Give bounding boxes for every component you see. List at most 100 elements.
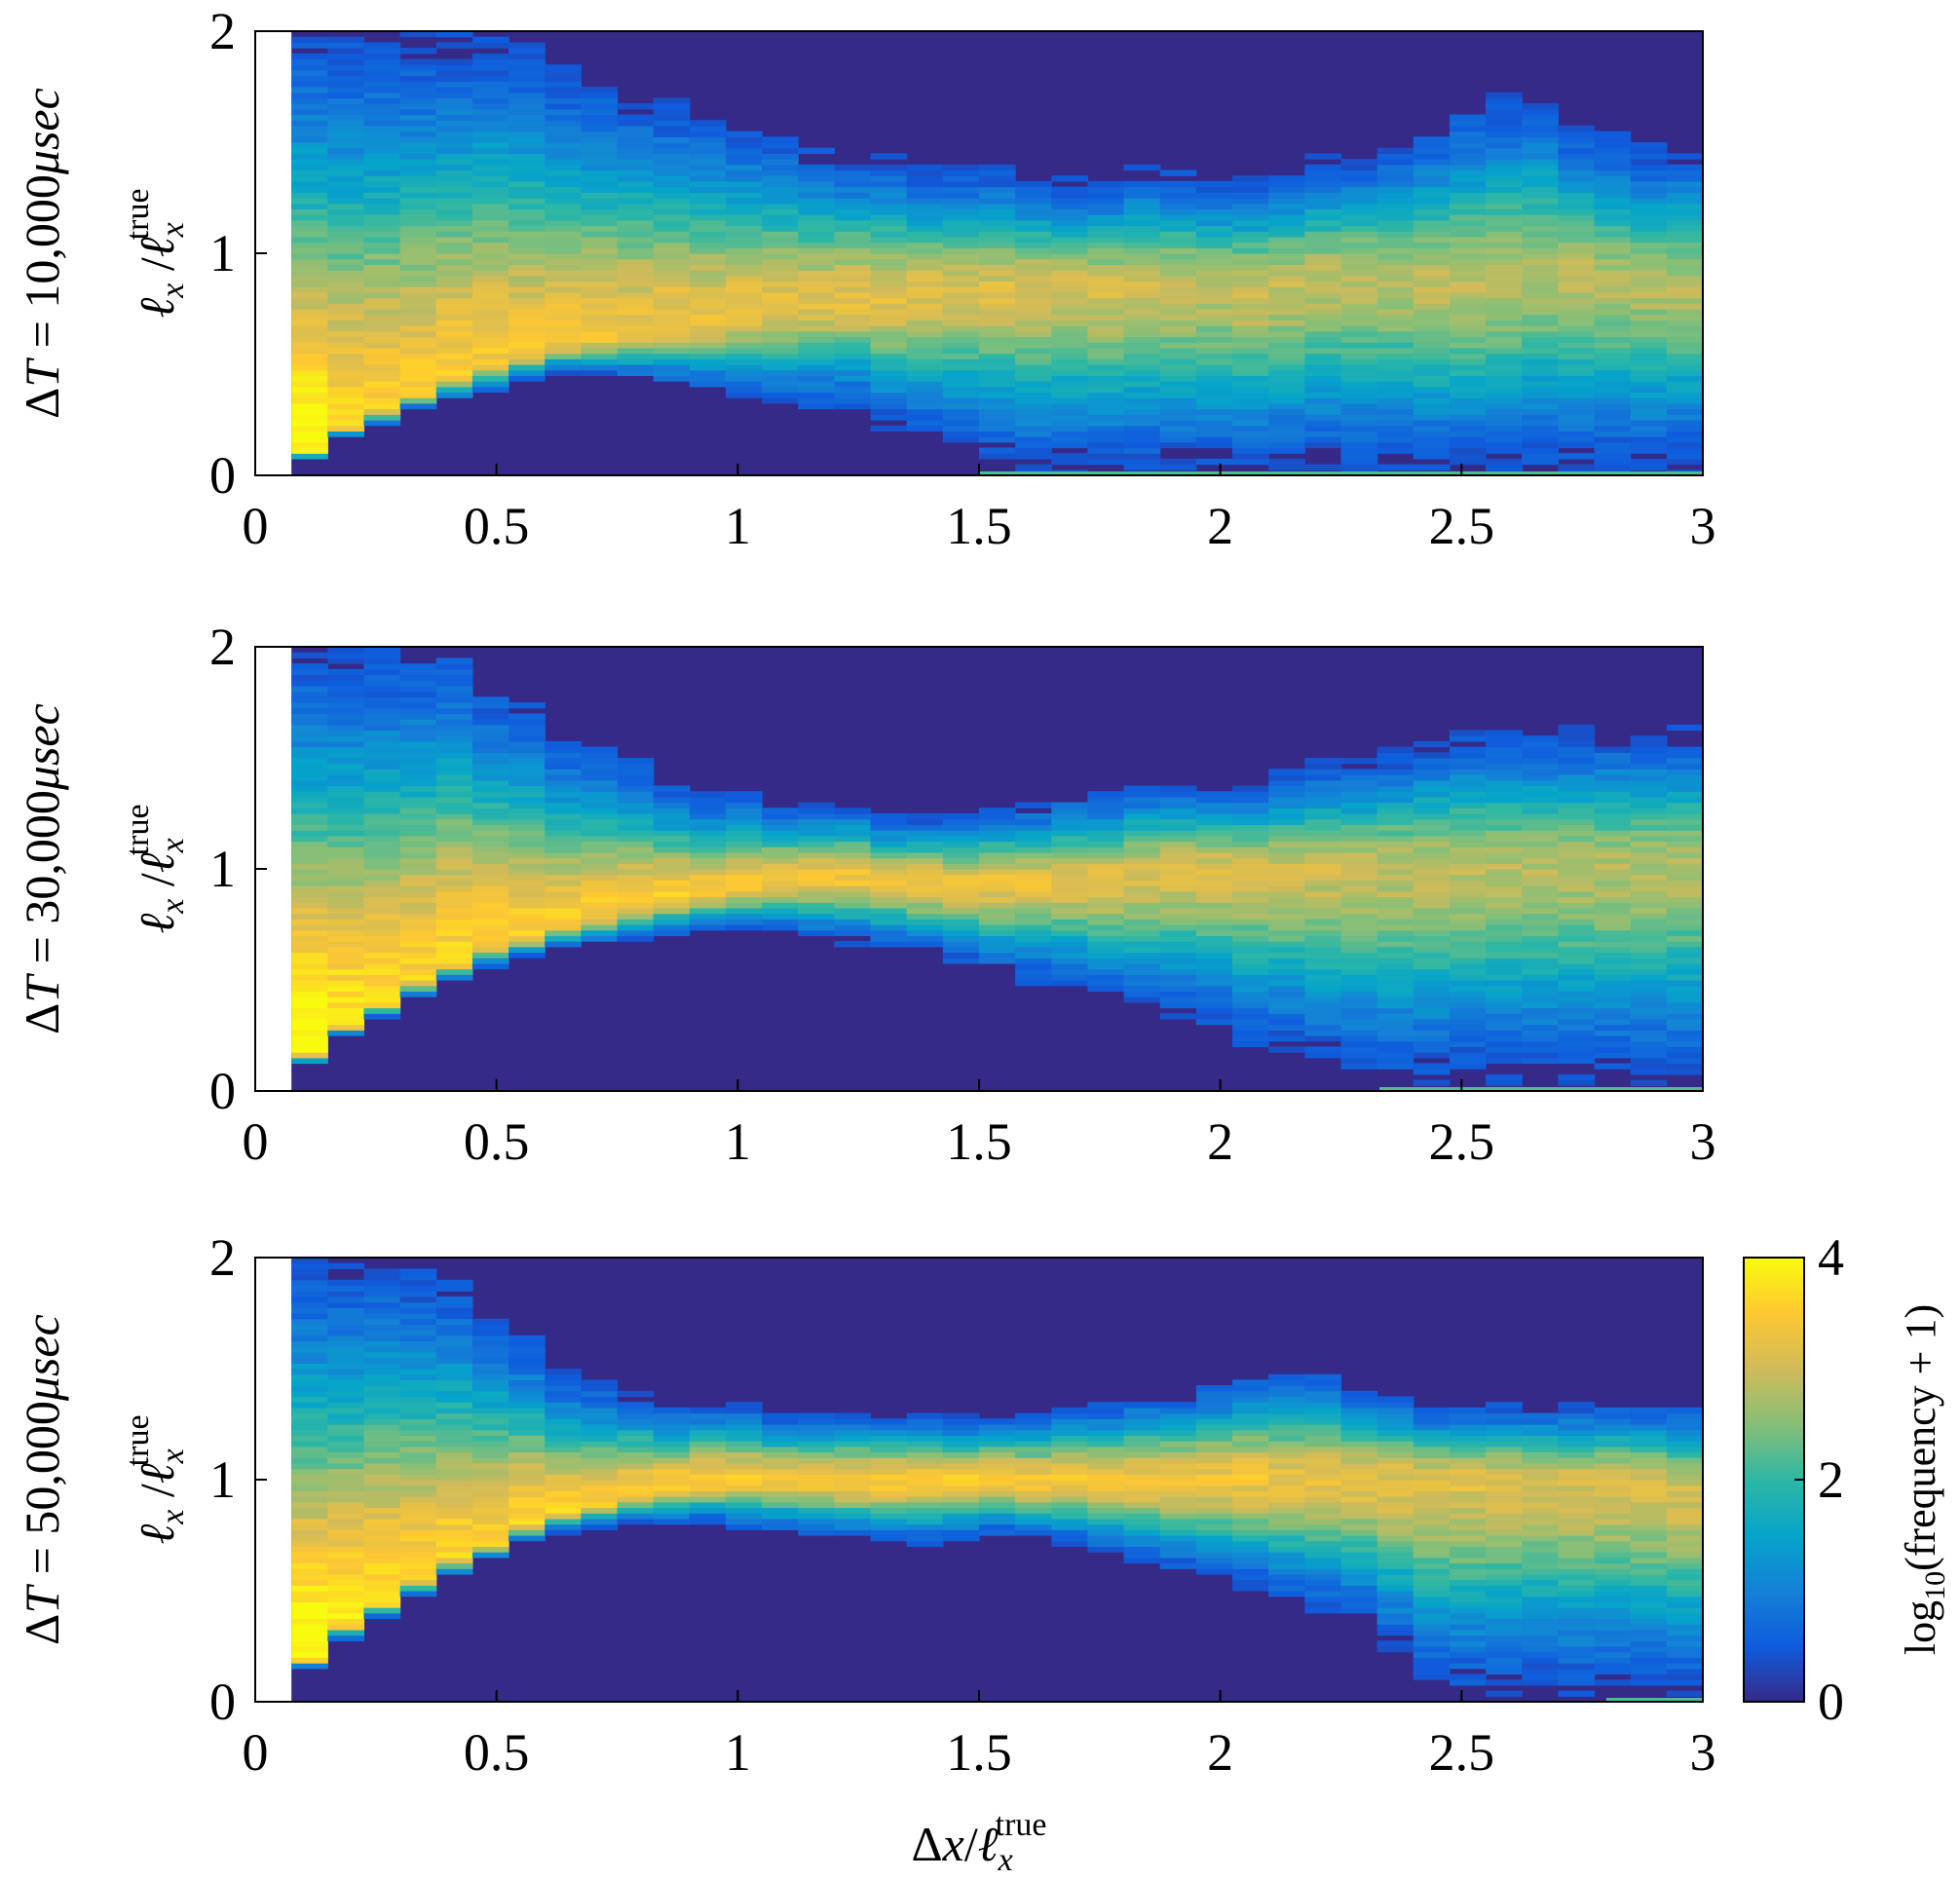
heatmap-cell <box>1594 275 1632 282</box>
heatmap-cell <box>1666 958 1704 964</box>
heatmap-cell <box>1195 1407 1233 1414</box>
heatmap-cell <box>327 863 365 870</box>
heatmap-cell <box>1413 841 1451 847</box>
heatmap-cell <box>435 353 473 359</box>
heatmap-cell <box>725 369 763 376</box>
heatmap-cell <box>834 941 872 948</box>
heatmap-cell <box>1666 458 1704 466</box>
heatmap-cell <box>1232 408 1269 415</box>
heatmap-cell <box>1051 402 1089 410</box>
heatmap-cell <box>363 1313 401 1320</box>
heatmap-cell <box>1594 342 1632 349</box>
heatmap-cell <box>435 325 473 332</box>
heatmap-cell <box>1123 258 1161 265</box>
heatmap-cell <box>617 802 655 808</box>
heatmap-cell <box>509 275 546 282</box>
heatmap-cell <box>291 164 328 171</box>
heatmap-cell <box>979 1490 1016 1497</box>
heatmap-cell <box>942 869 980 876</box>
heatmap-cells-1 <box>291 31 1704 476</box>
heatmap-cell <box>1051 420 1089 427</box>
heatmap-cell <box>1522 1018 1559 1026</box>
heatmap-cell <box>1195 885 1233 892</box>
heatmap-cell <box>291 813 328 820</box>
heatmap-cell <box>399 108 437 116</box>
heatmap-cell <box>1051 425 1089 432</box>
heatmap-cell <box>1087 303 1125 310</box>
heatmap-cell <box>327 1529 365 1536</box>
heatmap-cell <box>1376 441 1414 449</box>
heatmap-cell <box>1195 342 1233 349</box>
heatmap-cell <box>906 941 944 948</box>
heatmap-cell <box>399 231 437 238</box>
heatmap-cell <box>435 108 473 116</box>
heatmap-cell <box>1486 447 1523 454</box>
heatmap-cell <box>1051 303 1089 310</box>
heatmap-cell <box>1123 236 1161 244</box>
heatmap-cell <box>1376 1024 1414 1031</box>
heatmap-cell <box>363 92 401 98</box>
heatmap-cell <box>1159 1446 1197 1453</box>
heatmap-cell <box>399 1301 437 1308</box>
heatmap-cell <box>798 169 835 176</box>
heatmap-cell <box>1159 425 1197 432</box>
heatmap-cell <box>1522 846 1559 853</box>
heatmap-cell <box>545 1418 582 1425</box>
heatmap-cell <box>1376 758 1414 765</box>
heatmap-cell <box>653 192 691 199</box>
heatmap-cell <box>1666 198 1704 205</box>
heatmap-cell <box>1087 1523 1125 1530</box>
heatmap-cell <box>509 924 546 931</box>
heatmap-cell <box>653 153 691 160</box>
heatmap-cell <box>1051 353 1089 359</box>
heatmap-cell <box>1630 796 1668 804</box>
heatmap-cell <box>870 358 908 365</box>
heatmap-cell <box>509 1535 546 1542</box>
heatmap-cell <box>327 198 365 205</box>
heatmap-cell <box>1376 447 1414 454</box>
heatmap-cell <box>1376 159 1414 166</box>
heatmap-cell <box>291 381 328 388</box>
heatmap-cell <box>1015 386 1052 394</box>
heatmap-cell <box>435 1507 473 1514</box>
heatmap-cell <box>363 907 401 915</box>
heatmap-cell <box>762 1523 799 1530</box>
heatmap-cell <box>545 874 582 881</box>
heatmap-cell <box>942 1490 980 1497</box>
heatmap-cell <box>834 857 872 864</box>
heatmap-cell <box>471 253 509 260</box>
heatmap-cell <box>1449 147 1487 154</box>
heatmap-cell <box>653 874 691 881</box>
heatmap-cell <box>471 1523 509 1530</box>
heatmap-cell <box>1159 874 1197 881</box>
heatmap-cell <box>1123 408 1161 415</box>
heatmap-cell <box>545 824 582 831</box>
heatmap-cell <box>399 968 437 975</box>
heatmap-cell <box>689 1507 727 1514</box>
heatmap-cell <box>725 303 763 310</box>
heatmap-cell <box>1015 247 1052 254</box>
heatmap-cell <box>906 913 944 920</box>
heatmap-cell <box>1087 808 1125 814</box>
heatmap-cell <box>1558 1024 1596 1031</box>
heatmap-cell <box>1159 1013 1197 1020</box>
heatmap-cell <box>581 769 619 775</box>
heatmap-cell <box>1413 1052 1451 1059</box>
heatmap-cell <box>870 902 908 909</box>
heatmap-cell <box>1195 242 1233 248</box>
heatmap-cell <box>363 985 401 992</box>
heatmap-cell <box>1123 1540 1161 1547</box>
heatmap-cell <box>1522 863 1559 870</box>
heatmap-cell <box>1376 890 1414 898</box>
heatmap-cell <box>689 1462 727 1470</box>
heatmap-cell <box>653 1429 691 1436</box>
heatmap-cell <box>327 1540 365 1547</box>
heatmap-cell <box>509 97 546 104</box>
heatmap-cell <box>1304 297 1342 304</box>
heatmap-cell <box>1449 180 1487 188</box>
heatmap-cell <box>834 186 872 193</box>
heatmap-cell <box>1630 952 1668 959</box>
heatmap-cell <box>1594 303 1632 310</box>
heatmap-cell <box>1232 453 1269 460</box>
heatmap-cell <box>363 668 401 676</box>
